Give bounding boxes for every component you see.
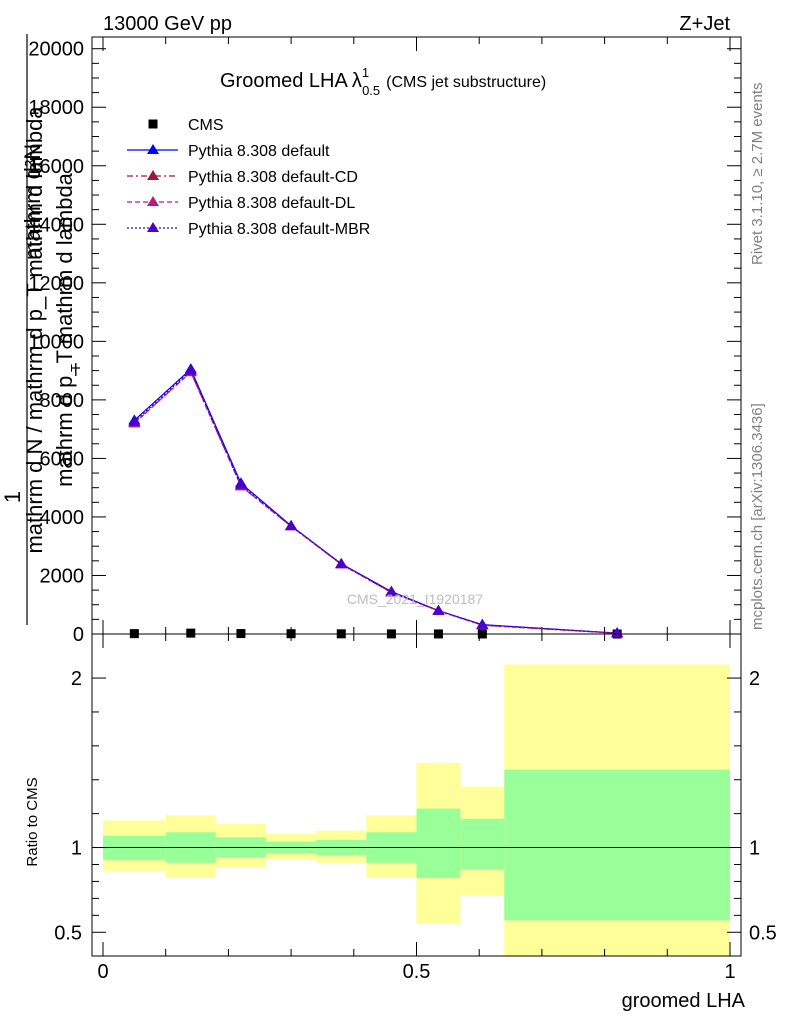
- main-ytick-label: 16000: [28, 156, 84, 178]
- mc-marker: [184, 364, 197, 375]
- y-label-denominator: mathrm d N / mathrm d p_T mathrm d lambd…: [22, 106, 47, 554]
- ratio-y-label: Ratio to CMS: [24, 777, 41, 866]
- plot-title-sup: 1: [362, 65, 369, 80]
- mc-marker: [128, 415, 141, 426]
- plot-title-main: Groomed LHA: [220, 70, 348, 92]
- mc-marker: [147, 144, 159, 154]
- y-label-numerator-stack: mathrm d²N: [20, 144, 45, 260]
- mc-marker: [432, 604, 445, 615]
- main-ytick-label: 2000: [40, 565, 85, 587]
- x-axis-label: groomed LHA: [622, 990, 746, 1012]
- ratio-inner-band: [416, 808, 461, 879]
- mc-marker: [147, 196, 159, 206]
- mc-marker: [611, 627, 624, 638]
- ratio-ytick-label: 0.5: [54, 922, 82, 944]
- ratio-ytick-label: 2: [71, 668, 82, 690]
- cms-data-point: [148, 119, 158, 129]
- mc-marker: [385, 586, 398, 597]
- mc-marker: [335, 558, 348, 569]
- main-ytick-label: 4000: [40, 507, 85, 529]
- x-axis: 0 0.5 1: [97, 634, 736, 983]
- y-label-t-subscript: T: [68, 364, 83, 372]
- energy-label: 13000 GeV pp: [103, 13, 232, 35]
- ratio-bands: [103, 664, 730, 956]
- main-ytick-label: 8000: [40, 390, 85, 412]
- mc-marker: [147, 170, 159, 180]
- main-ytick-label: 10000: [28, 331, 84, 353]
- ratio-panel: 0.5 0.51 12 2 0 0.5 1 Ratio to CMS groomed LH…: [24, 633, 777, 1012]
- mc-marker: [285, 520, 298, 531]
- main-ytick-label: 14000: [28, 214, 84, 236]
- legend-entry-label: Pythia 8.308 default: [188, 143, 330, 160]
- mc-marker: [147, 222, 159, 232]
- ratio-inner-band: [460, 818, 505, 870]
- mcplots-label: mcplots.cern.ch [arXiv:1306.3436]: [749, 403, 766, 630]
- xtick-label: 0.5: [403, 961, 431, 983]
- process-label: Z+Jet: [679, 13, 730, 35]
- mc-marker: [234, 478, 247, 489]
- ratio-inner-band: [504, 769, 730, 921]
- main-y-axis: 0 2000 4000 6000 8000 10000 12000 14000 16000 180…: [28, 37, 741, 646]
- legend-entry-label: Pythia 8.308 default-MBR: [188, 221, 370, 238]
- plot-title: Groomed LHA λ1 0.5 (CMS jet substructure): [220, 65, 546, 98]
- legend-entry-label: Pythia 8.308 default-DL: [188, 195, 355, 212]
- ratio-ytick-label-right: 2: [749, 668, 760, 690]
- watermark-label: CMS_2021_I1920187: [347, 591, 483, 607]
- legend-entry-label: Pythia 8.308 default-CD: [188, 169, 358, 186]
- plot-subtitle: (CMS jet substructure): [386, 74, 546, 91]
- legend: CMS Pythia 8.308 default Pythia 8.308 defa…: [127, 117, 370, 238]
- mc-marker: [476, 618, 489, 629]
- xtick-label: 1: [724, 961, 735, 983]
- main-ytick-label: 18000: [28, 97, 84, 119]
- cms-data-point: [186, 628, 196, 638]
- main-series-group: [128, 363, 624, 639]
- ratio-ytick-label-right: 0.5: [749, 922, 777, 944]
- ratio-ytick-label-right: 1: [749, 838, 760, 860]
- plot-title-sub: 0.5: [362, 83, 380, 98]
- legend-entry-label: CMS: [188, 117, 224, 134]
- plot-title-symbol: λ: [352, 70, 362, 92]
- y-label-numerator: 1: [0, 491, 25, 503]
- main-ytick-label: 6000: [40, 448, 85, 470]
- main-ytick-label: 20000: [28, 39, 84, 61]
- rivet-version-label: Rivet 3.1.10, ≥ 2.7M events: [749, 83, 766, 266]
- ratio-ytick-label: 1: [71, 838, 82, 860]
- main-ytick-label: 0: [73, 624, 84, 646]
- y-axis-label: mathrm d²N mathrm d p_T mathrm d lambda …: [0, 34, 83, 625]
- xtick-label: 0: [97, 961, 108, 983]
- main-ytick-label: 12000: [28, 273, 84, 295]
- y-label-denominator-stack: mathrm d p_T mathrm d lambda: [52, 172, 77, 487]
- main-panel: 0 2000 4000 6000 8000 10000 12000 14000 16000 180…: [0, 34, 742, 646]
- ratio-y-axis: 0.5 0.5 1 1 2 2: [54, 668, 777, 944]
